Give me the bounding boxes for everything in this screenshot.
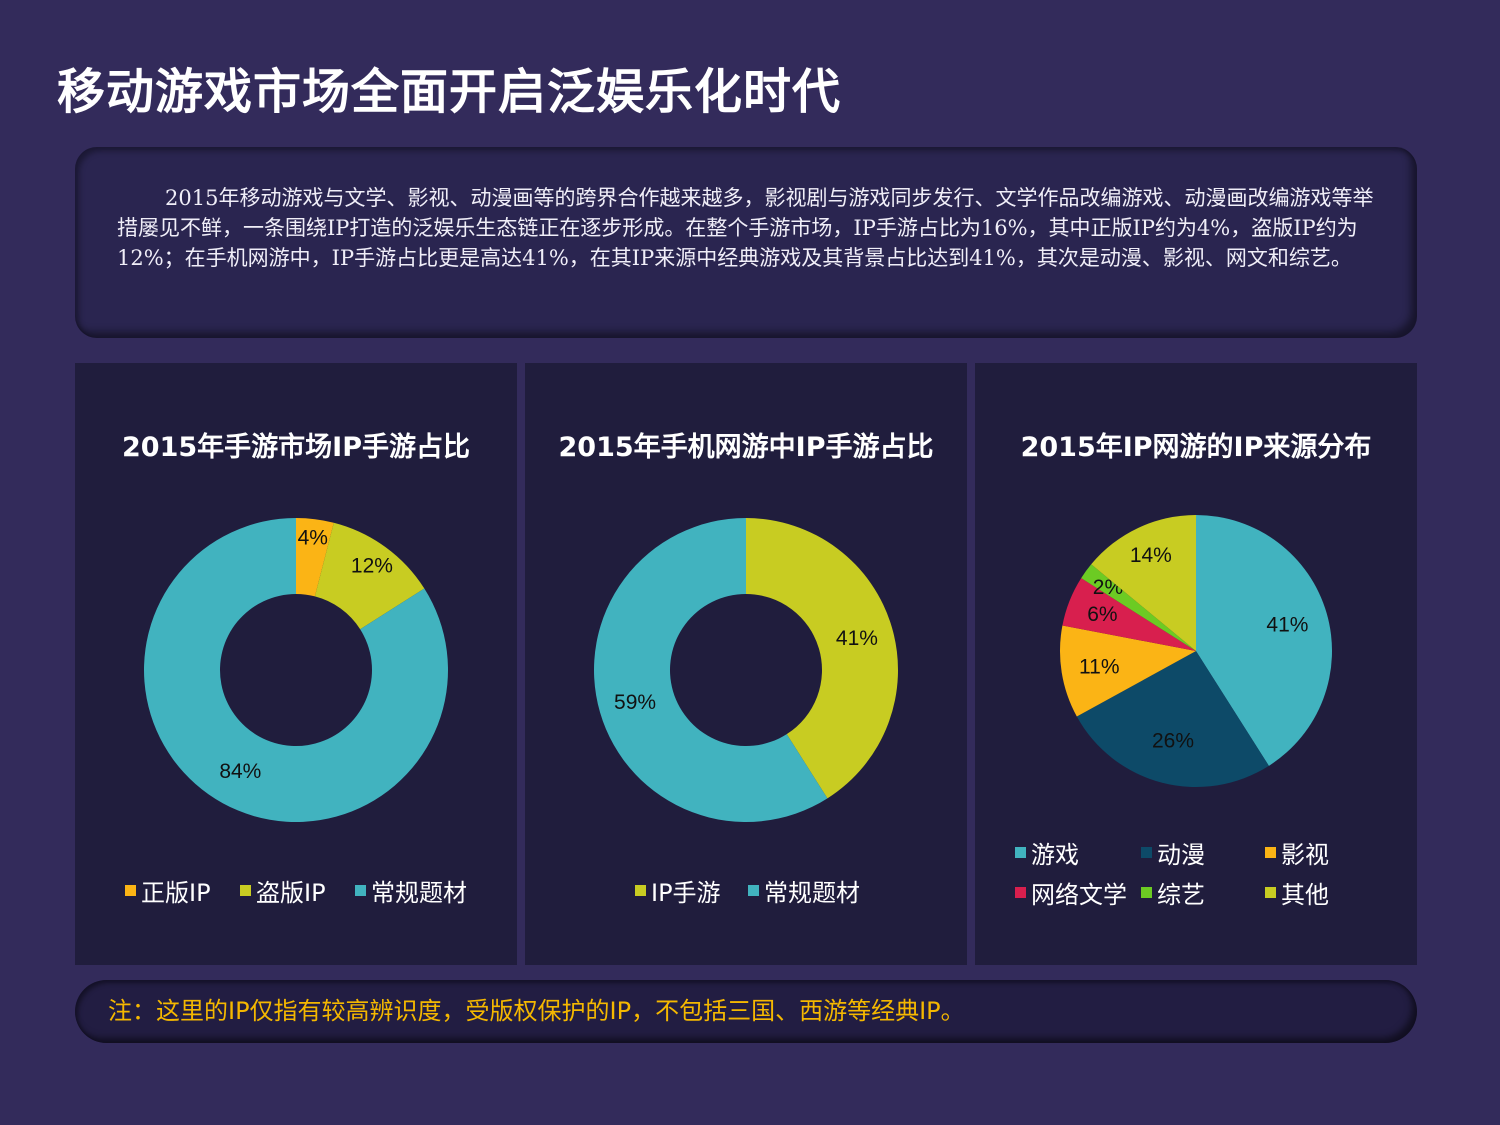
legend-swatch (355, 885, 366, 896)
legend-item: 常规题材 (748, 873, 860, 908)
legend-item: 正版IP (125, 873, 211, 908)
slice-影视 (1060, 625, 1196, 717)
slice-网络文学 (1062, 578, 1196, 651)
legend-item: 常规题材 (355, 873, 467, 908)
legend-label: 其他 (1281, 881, 1329, 909)
legend-label: 网络文学 (1031, 881, 1127, 909)
legend-item: 盗版IP (240, 873, 326, 908)
slice-正版IP (296, 518, 334, 597)
legend-label: 综艺 (1157, 881, 1205, 909)
pie-chart-3: 41%26%11%6%2%14% (1060, 515, 1332, 787)
chart-panel-1: 2015年手游市场IP手游占比 4% 12% 84% 正版IP 盗版IP 常规题材 (75, 363, 517, 965)
legend-label: 动漫 (1157, 841, 1205, 869)
legend-label: 游戏 (1031, 841, 1079, 869)
legend-item: 动漫 (1141, 835, 1205, 870)
legend-swatch (1015, 847, 1026, 858)
donut-chart-2: 41% 59% (594, 518, 898, 822)
legend-item: 影视 (1265, 835, 1329, 870)
data-label: 41% (836, 627, 878, 650)
slice-常规题材 (143, 518, 448, 822)
legend-item: 游戏 (1015, 835, 1079, 870)
data-label: 59% (614, 691, 656, 714)
data-label: 84% (219, 760, 261, 783)
legend-label: IP手游 (651, 879, 721, 907)
slice-游戏 (1196, 515, 1332, 766)
slice-动漫 (1076, 651, 1269, 787)
legend-label: 正版IP (141, 879, 211, 907)
data-label: 6% (1087, 603, 1117, 626)
legend-swatch (748, 885, 759, 896)
legend-swatch (1141, 847, 1152, 858)
chart-panel-3: 2015年IP网游的IP来源分布 41% 26% 11% 6% 2% 14% 游戏 动漫 影视… (975, 363, 1417, 965)
chart-title: 2015年手机网游中IP手游占比 (558, 432, 934, 463)
data-label: 14% (1130, 544, 1172, 567)
legend-swatch (1265, 847, 1276, 858)
legend-label: 盗版IP (256, 879, 326, 907)
page-title: 移动游戏市场全面开启泛娱乐化时代 (57, 64, 842, 120)
data-label: 4% (298, 526, 328, 549)
legend-swatch (1015, 887, 1026, 898)
slice-综艺 (1081, 564, 1196, 651)
legend-item: 其他 (1265, 875, 1329, 910)
legend-item: 网络文学 (1015, 875, 1127, 910)
data-label: 12% (351, 554, 393, 577)
legend-item: 综艺 (1141, 875, 1205, 910)
legend-swatch (125, 885, 136, 896)
legend-swatch (1141, 887, 1152, 898)
slice-常规题材 (594, 518, 828, 822)
intro-text: 2015年移动游戏与文学、影视、动漫画等的跨界合作越来越多，影视剧与游戏同步发行… (117, 186, 1374, 270)
chart-title: 2015年手游市场IP手游占比 (122, 432, 470, 463)
slice-盗版IP (314, 522, 425, 630)
legend-swatch (635, 885, 646, 896)
chart-panel-2: 2015年手机网游中IP手游占比 41% 59% IP手游 常规题材 (525, 363, 967, 965)
data-label: 26% (1152, 730, 1194, 753)
donut-chart-1: 4% 12% 84% (143, 518, 448, 822)
intro-box: 2015年移动游戏与文学、影视、动漫画等的跨界合作越来越多，影视剧与游戏同步发行… (75, 147, 1417, 338)
legend-item: IP手游 (635, 873, 721, 908)
data-label: 11% (1079, 655, 1119, 678)
legend-label: 常规题材 (764, 879, 860, 907)
slice-其他 (1091, 515, 1196, 651)
footnote: 注：这里的IP仅指有较高辨识度，受版权保护的IP，不包括三国、西游等经典IP。 (75, 980, 1417, 1043)
legend-label: 常规题材 (371, 879, 467, 907)
chart-title: 2015年IP网游的IP来源分布 (1020, 432, 1372, 463)
data-label: 41% (1266, 613, 1308, 636)
legend-swatch (1265, 887, 1276, 898)
legend-swatch (240, 885, 251, 896)
legend-label: 影视 (1281, 841, 1329, 869)
slice-IP手游 (746, 518, 898, 799)
